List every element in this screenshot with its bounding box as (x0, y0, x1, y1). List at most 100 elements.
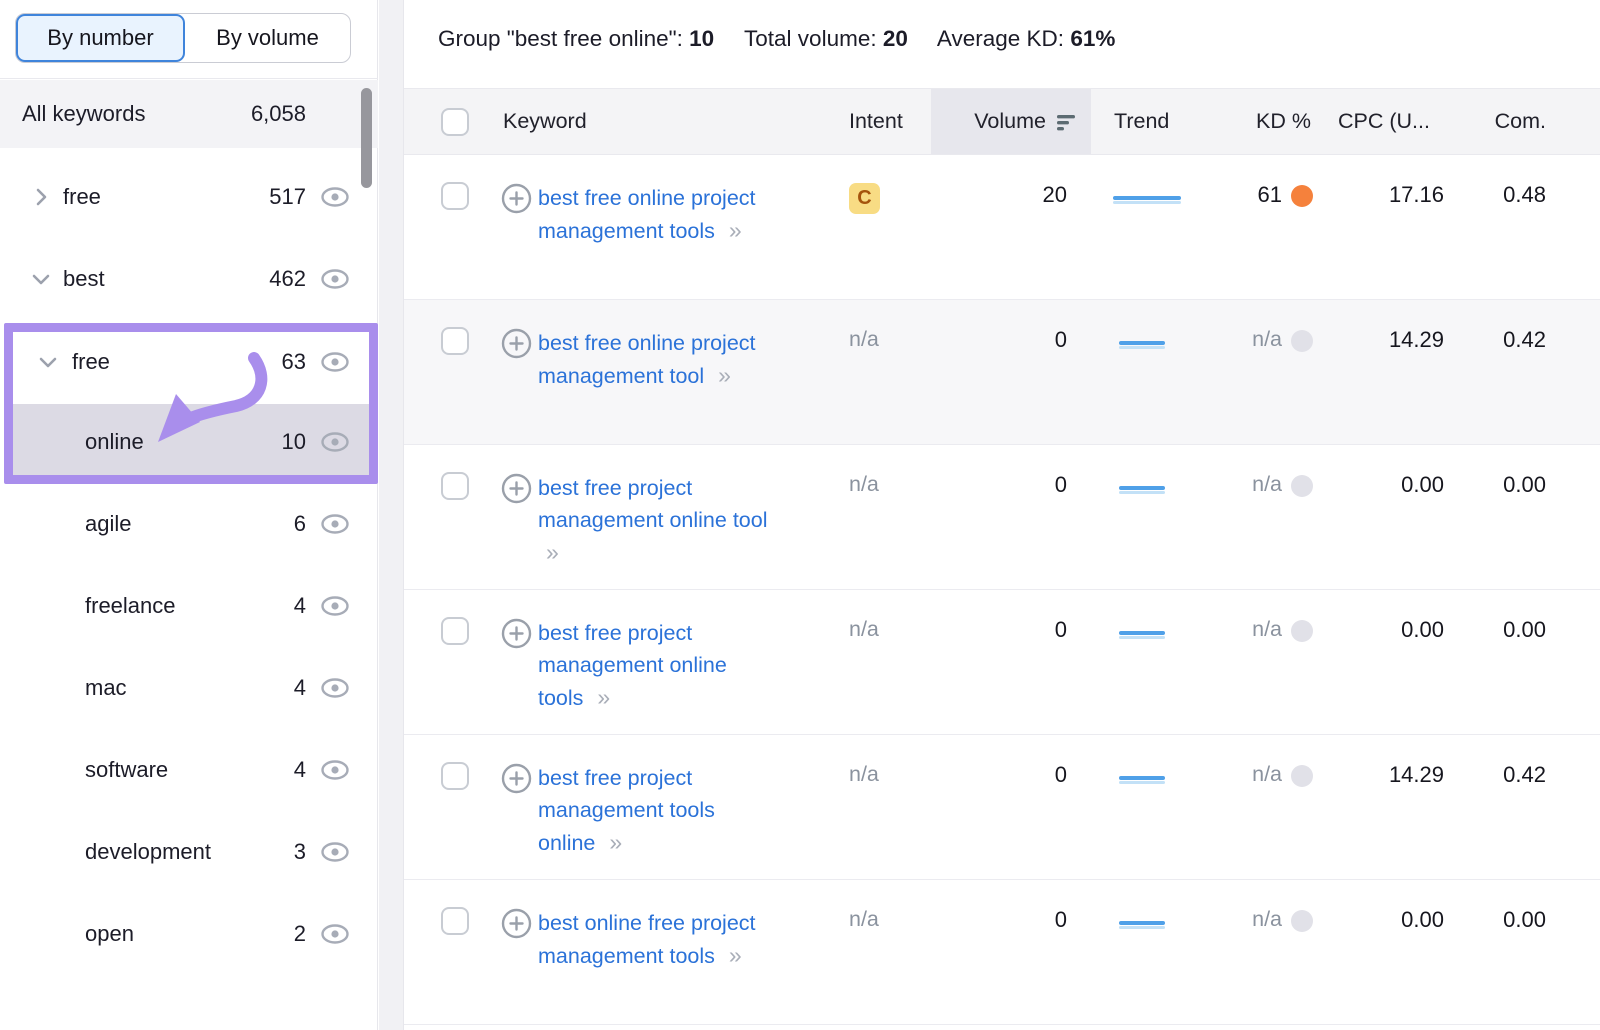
keyword-link[interactable]: best free project management online tool… (538, 476, 768, 565)
by-volume-button[interactable]: By volume (216, 25, 319, 50)
add-keyword-icon[interactable] (501, 908, 532, 939)
expand-keyword-icon[interactable]: » (728, 942, 742, 968)
group-value: 10 (689, 26, 715, 51)
panel-gap (379, 0, 403, 1030)
trend-cell (1091, 155, 1211, 299)
sidebar-item-mac[interactable]: mac 4 (0, 663, 378, 713)
table-row: best free online project management tool… (404, 155, 1600, 300)
cpc-cell: 0.00 (1401, 907, 1444, 932)
keyword-link[interactable]: best free project management online tool… (538, 621, 727, 710)
column-header-kd[interactable]: KD % (1256, 109, 1311, 133)
trend-cell (1091, 300, 1211, 444)
add-keyword-icon[interactable] (501, 328, 532, 359)
table-row: best online free project management tool… (404, 880, 1600, 1025)
add-keyword-icon[interactable] (501, 763, 532, 794)
volume-cell: 0 (1054, 327, 1067, 352)
average-kd-label: Average KD: (936, 26, 1065, 51)
expand-keyword-icon[interactable]: » (546, 539, 559, 565)
trend-sparkline (1119, 776, 1165, 784)
kd-cell: n/a (1211, 880, 1321, 1024)
keyword-link[interactable]: best free online project management tool… (538, 186, 756, 243)
eye-icon[interactable] (320, 351, 350, 373)
column-header-cpc[interactable]: CPC (U... (1338, 109, 1430, 133)
trend-cell (1091, 445, 1211, 589)
com-cell: 0.00 (1503, 472, 1546, 497)
trend-sparkline (1119, 341, 1165, 349)
intent-value: n/a (849, 472, 879, 496)
sidebar-item-software[interactable]: software 4 (0, 745, 378, 795)
sort-toggle: By number By volume (15, 13, 351, 63)
row-checkbox[interactable] (441, 182, 469, 210)
sidebar-item-development[interactable]: development 3 (0, 827, 378, 877)
keyword-link[interactable]: best free online project management tool… (538, 331, 756, 388)
by-number-button[interactable]: By number (16, 14, 185, 62)
keyword-group-count: 10 (281, 429, 306, 454)
sidebar-item-free[interactable]: free 63 (0, 337, 378, 387)
all-keywords-count: 6,058 (250, 101, 306, 126)
trend-sparkline (1113, 196, 1181, 204)
column-header-com[interactable]: Com. (1494, 109, 1546, 133)
sidebar-item-free[interactable]: free 517 (0, 172, 378, 222)
column-header-intent[interactable]: Intent (849, 109, 903, 133)
keyword-group-count: 63 (281, 349, 306, 374)
sidebar-item-agile[interactable]: agile 6 (0, 499, 378, 549)
chevron-down-icon[interactable] (37, 351, 59, 373)
kd-value: 61 (1257, 182, 1282, 207)
column-header-trend[interactable]: Trend (1114, 109, 1170, 133)
select-all-checkbox[interactable] (441, 107, 469, 136)
com-cell: 0.00 (1503, 907, 1546, 932)
intent-value: n/a (849, 327, 879, 351)
keyword-link[interactable]: best free project management tools onlin… (538, 766, 715, 855)
expand-keyword-icon[interactable]: » (597, 684, 610, 710)
eye-icon[interactable] (320, 186, 350, 208)
row-checkbox[interactable] (441, 327, 469, 355)
trend-cell (1091, 590, 1211, 734)
intent-badge-commercial[interactable]: C (849, 183, 880, 214)
trend-cell (1091, 880, 1211, 1024)
add-keyword-icon[interactable] (501, 473, 532, 504)
sidebar-item-online-selected[interactable]: online 10 (0, 417, 378, 467)
volume-cell: 20 (1042, 182, 1067, 207)
eye-icon[interactable] (320, 268, 350, 290)
sidebar-item-freelance[interactable]: freelance 4 (0, 581, 378, 631)
column-header-volume[interactable]: Volume (931, 89, 1091, 154)
keyword-group-label: free (63, 184, 101, 209)
all-keywords-row[interactable]: All keywords 6,058 (0, 80, 378, 148)
chevron-down-icon[interactable] (30, 268, 52, 290)
row-checkbox[interactable] (441, 617, 469, 645)
keyword-link[interactable]: best online free project management tool… (538, 911, 756, 968)
add-keyword-icon[interactable] (501, 618, 532, 649)
kd-cell: n/a (1211, 735, 1321, 879)
eye-icon[interactable] (320, 431, 350, 453)
keyword-group-label: free (72, 349, 110, 374)
sidebar-item-open[interactable]: open 2 (0, 909, 378, 959)
kd-value: n/a (1252, 327, 1282, 351)
row-checkbox[interactable] (441, 762, 469, 790)
add-keyword-icon[interactable] (501, 183, 532, 214)
com-cell: 0.48 (1503, 182, 1546, 207)
row-checkbox[interactable] (441, 472, 469, 500)
keyword-group-count: 4 (293, 675, 306, 700)
expand-keyword-icon[interactable]: » (609, 829, 622, 855)
expand-keyword-icon[interactable]: » (718, 362, 731, 388)
expand-keyword-icon[interactable]: » (728, 217, 742, 243)
volume-header-label: Volume (974, 109, 1046, 133)
eye-icon[interactable] (320, 759, 350, 781)
eye-icon[interactable] (320, 595, 350, 617)
trend-sparkline (1119, 486, 1165, 494)
column-header-keyword[interactable]: Keyword (503, 109, 587, 133)
row-checkbox[interactable] (441, 907, 469, 935)
table-row: best free project management online tool… (404, 590, 1600, 735)
kd-value: n/a (1252, 907, 1282, 931)
eye-icon[interactable] (320, 677, 350, 699)
keyword-groups-sidebar: By number By volume All keywords 6,058 f… (0, 0, 378, 1030)
table-row: best free project management tools onlin… (404, 735, 1600, 880)
eye-icon[interactable] (320, 513, 350, 535)
kd-difficulty-dot (1291, 620, 1313, 642)
eye-icon[interactable] (320, 923, 350, 945)
keyword-group-count: 4 (293, 593, 306, 618)
sidebar-scrollbar[interactable] (361, 88, 372, 188)
eye-icon[interactable] (320, 841, 350, 863)
chevron-right-icon[interactable] (30, 186, 52, 208)
sidebar-item-best[interactable]: best 462 (0, 254, 378, 304)
